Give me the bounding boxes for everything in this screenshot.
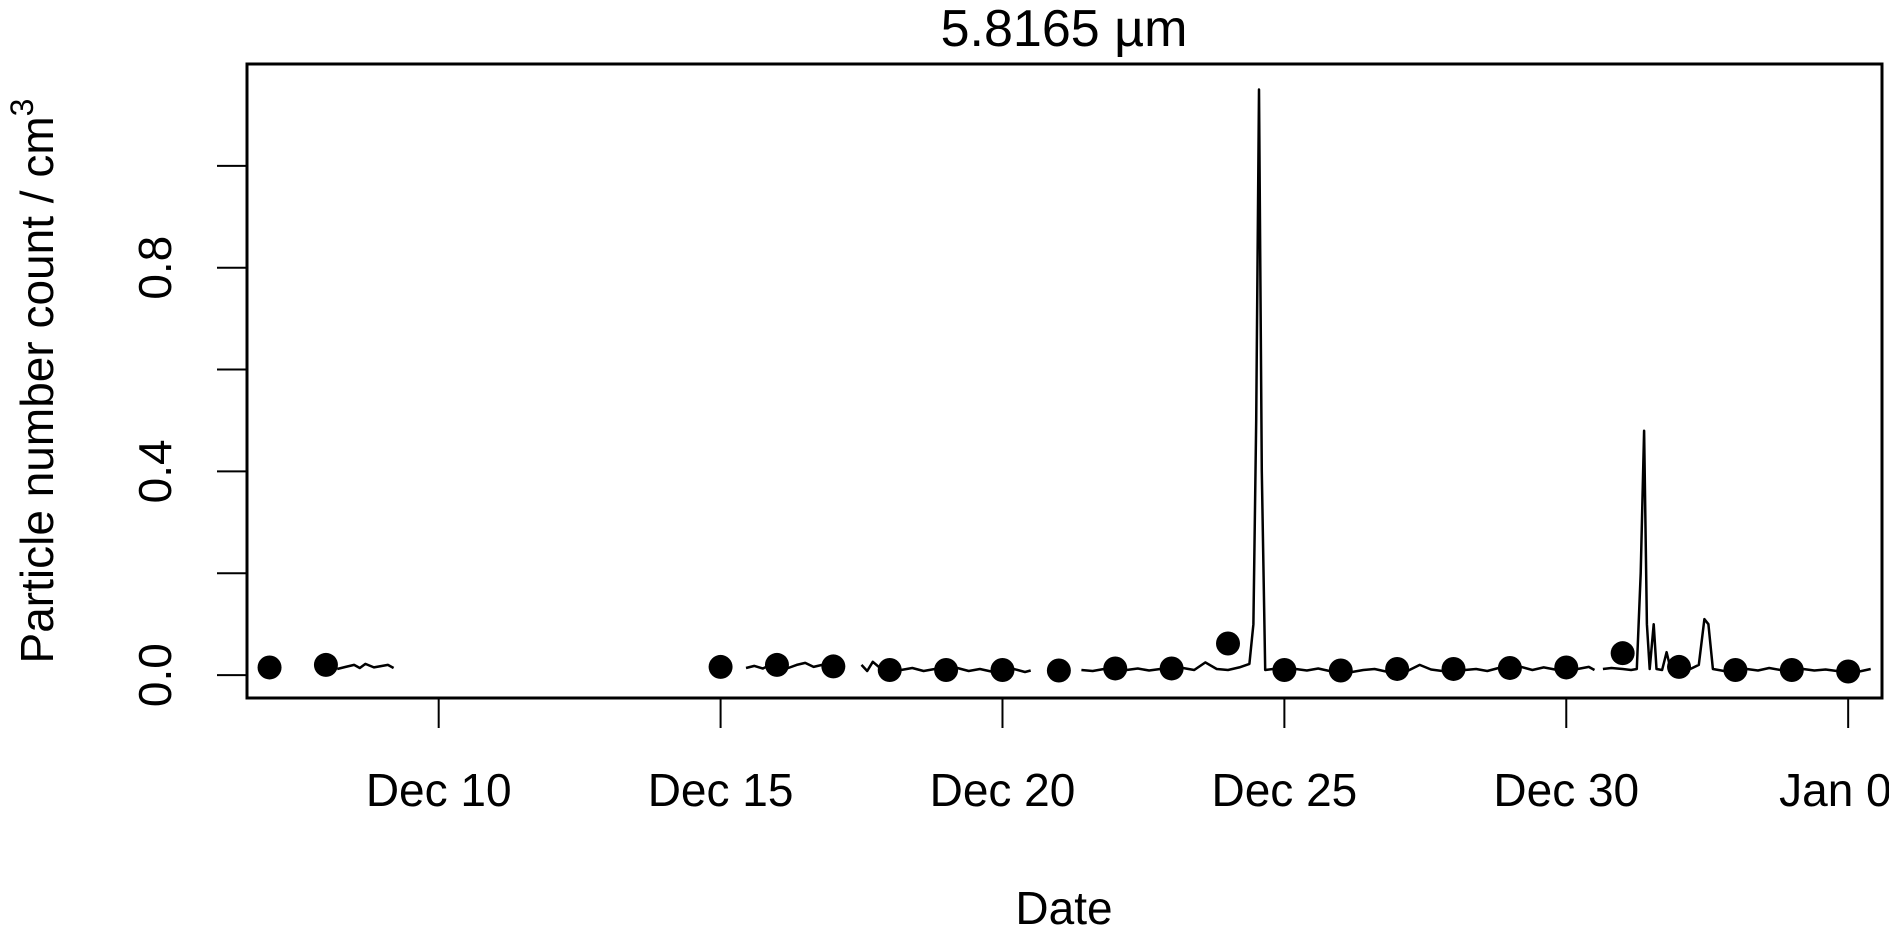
data-point xyxy=(1385,656,1410,681)
data-point xyxy=(1441,656,1466,681)
y-tick-label: 0.0 xyxy=(129,643,181,707)
data-point xyxy=(877,657,902,682)
series-line-segment xyxy=(336,662,395,671)
data-point xyxy=(1272,657,1297,682)
data-point xyxy=(990,657,1015,682)
x-tick-label: Dec 10 xyxy=(366,764,512,816)
x-axis: Dec 10 Dec 15 Dec 20 Dec 25 Dec 30 Jan 04 xyxy=(366,697,1889,816)
data-point xyxy=(1046,658,1071,683)
y-axis-label: Particle number count / cm3 xyxy=(4,99,63,664)
x-axis-label: Date xyxy=(1015,882,1112,934)
data-point xyxy=(313,652,338,677)
plot-frame xyxy=(245,62,1884,700)
series-line-segment xyxy=(1081,88,1596,674)
data-point xyxy=(934,657,959,682)
data-point xyxy=(764,652,789,677)
x-tick-label: Jan 04 xyxy=(1779,764,1889,816)
data-point xyxy=(1667,654,1692,679)
y-axis-label-superscript: 3 xyxy=(4,99,40,117)
data-point xyxy=(257,655,282,680)
series-daily-mean xyxy=(257,631,1861,684)
y-axis-label-text: Particle number count / cm xyxy=(11,116,63,663)
data-point xyxy=(1103,656,1128,681)
data-point xyxy=(1836,659,1861,684)
data-point xyxy=(1328,658,1353,683)
y-axis: 0.0 0.4 0.8 xyxy=(129,164,248,707)
x-tick-label: Dec 25 xyxy=(1212,764,1358,816)
data-point xyxy=(708,654,733,679)
data-point xyxy=(1497,655,1522,680)
data-point xyxy=(1216,631,1240,656)
data-point xyxy=(1159,656,1184,681)
series-line-segment xyxy=(1602,429,1871,673)
chart-title: 5.8165 µm xyxy=(941,0,1188,58)
data-point xyxy=(1554,655,1579,680)
data-point xyxy=(1779,657,1804,682)
x-tick-label: Dec 15 xyxy=(648,764,794,816)
y-tick-label: 0.8 xyxy=(129,236,181,300)
y-tick-label: 0.4 xyxy=(129,439,181,503)
data-point xyxy=(1723,657,1748,682)
data-point xyxy=(821,654,846,679)
x-tick-label: Dec 30 xyxy=(1493,764,1639,816)
series-hourly xyxy=(336,88,1871,674)
x-tick-label: Dec 20 xyxy=(930,764,1076,816)
data-point xyxy=(1610,641,1635,666)
